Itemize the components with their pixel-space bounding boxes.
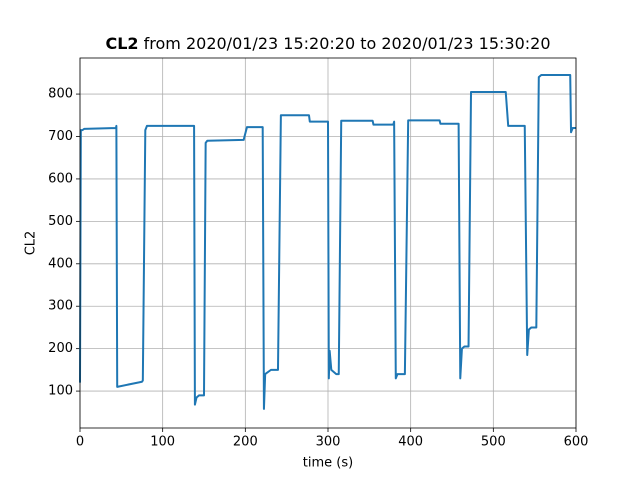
- title-bold: CL2: [105, 34, 138, 53]
- y-tick-label: 600: [48, 171, 73, 186]
- y-tick-label: 200: [48, 341, 73, 356]
- x-tick-label: 500: [481, 435, 506, 450]
- x-axis-label: time (s): [303, 456, 353, 471]
- y-tick-label: 800: [48, 87, 73, 102]
- x-tick-label: 400: [398, 435, 423, 450]
- y-tick-label: 400: [48, 256, 73, 271]
- plot-frame: [79, 57, 577, 429]
- y-tick-label: 500: [48, 214, 73, 229]
- y-tick-label: 300: [48, 299, 73, 314]
- data-line: [79, 73, 576, 410]
- chart-title: CL2 from 2020/01/23 15:20:20 to 2020/01/…: [105, 34, 550, 53]
- x-tick-label: 100: [150, 435, 175, 450]
- y-axis-label: CL2: [24, 231, 39, 256]
- y-tick-label: 100: [48, 384, 73, 399]
- x-tick-label: 300: [316, 435, 341, 450]
- title-text: from 2020/01/23 15:20:20 to 2020/01/23 1…: [144, 34, 551, 53]
- x-tick-label: 0: [76, 435, 84, 450]
- y-tick-label: 700: [48, 129, 73, 144]
- x-tick-label: 600: [564, 435, 589, 450]
- x-tick-label: 200: [233, 435, 258, 450]
